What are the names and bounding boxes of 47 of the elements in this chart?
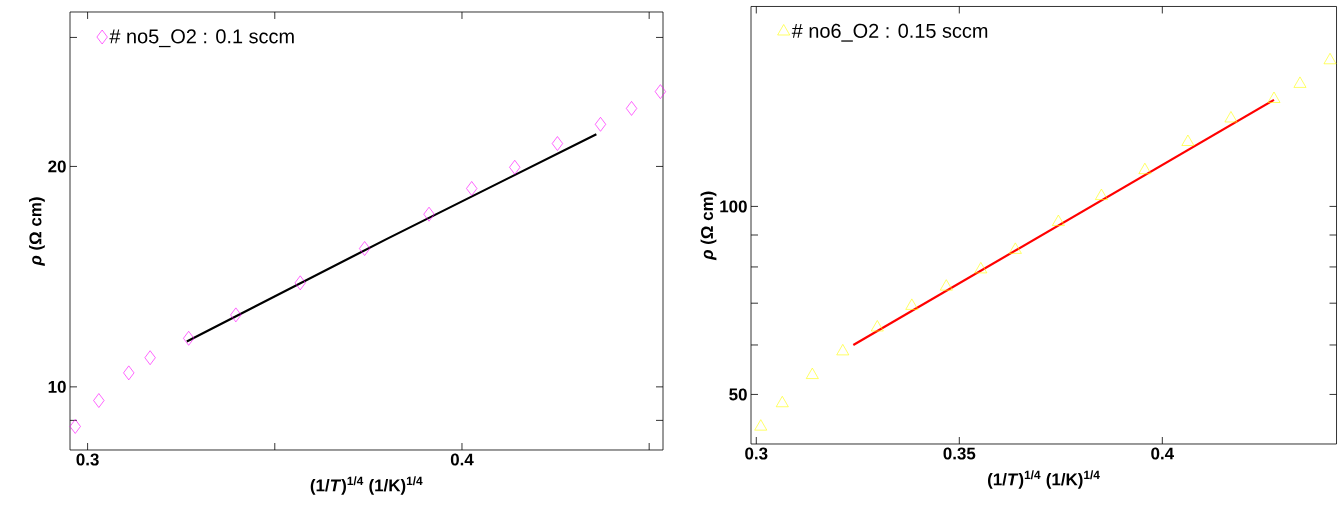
point [594, 117, 607, 132]
point [1008, 242, 1022, 254]
point [230, 307, 242, 323]
x-axis-title: (1/T)$^{1/4}$ (1/K)$^{1/4}$ [987, 470, 1100, 489]
y-tick-label: 20 [48, 160, 66, 173]
point [1181, 134, 1195, 146]
x-tick-label: 0.35 [943, 447, 976, 460]
point [1293, 76, 1307, 88]
point [754, 419, 768, 431]
x-tick-label: 0.4 [1151, 447, 1175, 460]
x-tick-label: 0.3 [745, 447, 768, 460]
point [870, 320, 884, 332]
point [775, 395, 789, 408]
point [1052, 214, 1065, 226]
point [1224, 111, 1238, 123]
point [836, 344, 850, 356]
x-axis-title: (1/T)$^{1/4}$ (1/K)$^{1/4}$ [310, 476, 423, 495]
y-tick-label: 50 [729, 388, 747, 401]
x-tick-label: 0.4 [450, 453, 474, 466]
point [1095, 188, 1108, 200]
point [93, 393, 105, 408]
point [294, 275, 306, 291]
point [974, 262, 988, 274]
y-tick-label: 100 [720, 200, 747, 213]
point [1267, 91, 1281, 103]
legend-label: # no6_O2 : 0.15 sccm [791, 23, 988, 42]
point [144, 350, 156, 366]
point [1323, 52, 1337, 65]
point [359, 241, 371, 256]
point [69, 419, 81, 434]
point [626, 101, 638, 116]
point [551, 136, 563, 151]
x-tick-label: 0.3 [76, 453, 99, 466]
point [509, 159, 521, 175]
point [939, 279, 953, 291]
point [466, 181, 478, 196]
point [123, 365, 135, 381]
point [1138, 162, 1152, 174]
legend-label: # no5_O2 : 0.1 sccm [109, 29, 294, 48]
point [654, 84, 666, 99]
point [905, 298, 919, 310]
y-axis-title: ρ (Ω cm) [700, 191, 717, 261]
y-tick-label: 10 [48, 380, 66, 393]
y-axis-title: ρ (Ω cm) [29, 197, 45, 266]
point [805, 367, 819, 379]
point [423, 206, 435, 222]
point [183, 331, 195, 346]
